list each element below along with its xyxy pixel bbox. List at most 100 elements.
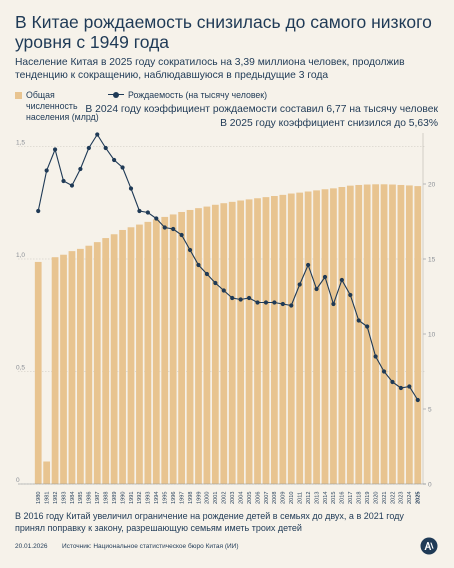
- x-tick-label: 2024: [407, 492, 413, 504]
- birthrate-point: [95, 132, 100, 137]
- x-tick-label: 2013: [314, 492, 320, 504]
- population-bar: [254, 198, 261, 484]
- population-bar: [203, 206, 211, 484]
- x-tick-label: 2000: [205, 492, 211, 504]
- population-bar: [119, 229, 126, 484]
- x-tick-label: 1994: [154, 492, 160, 504]
- annotation-2025: В 2025 году коэффициент снизился до 5,63…: [220, 118, 438, 129]
- x-tick-label: 2010: [289, 492, 295, 504]
- birthrate-point: [36, 208, 41, 214]
- x-tick-label: 2012: [306, 492, 312, 504]
- population-bar: [237, 200, 245, 484]
- population-bar: [405, 185, 413, 485]
- y-left-tick-label: 0: [16, 477, 20, 484]
- x-tick-label: 1990: [120, 492, 126, 504]
- population-bar: [380, 184, 388, 485]
- birthrate-point: [398, 385, 404, 391]
- legend-label-population: Общая численность населения (млрд): [26, 90, 99, 122]
- birthrate-point: [61, 178, 66, 184]
- y-right-tick-label: 20: [428, 181, 436, 188]
- birthrate-point: [78, 166, 83, 172]
- birthrate-point: [196, 262, 201, 268]
- birthrate-point: [415, 397, 420, 403]
- x-tick-label: 2022: [390, 492, 396, 504]
- birthrate-point: [103, 145, 108, 151]
- population-bar: [414, 186, 422, 484]
- birthrate-point: [272, 300, 277, 305]
- population-bar: [346, 185, 354, 484]
- birthrate-point: [246, 295, 252, 301]
- population-bar: [389, 184, 396, 484]
- x-tick-label: 2005: [247, 492, 253, 504]
- x-tick-label: 2023: [399, 492, 405, 504]
- x-tick-label: 2020: [373, 492, 379, 504]
- population-bar: [68, 251, 76, 484]
- source-credit: Источник: Национальное статистическое бю…: [62, 543, 239, 550]
- annotation-2024: В 2024 году коэффициент рождаемости сост…: [85, 104, 438, 115]
- birthrate-point: [204, 271, 210, 277]
- birthrate-point: [238, 297, 243, 302]
- x-tick-label: 2009: [281, 492, 287, 504]
- agency-logo-icon: [420, 537, 438, 555]
- birthrate-point: [137, 208, 142, 214]
- x-tick-label: 2011: [297, 492, 303, 504]
- birthrate-point: [331, 301, 336, 307]
- x-tick-label: 2008: [272, 492, 278, 504]
- birthrate-point: [213, 280, 218, 286]
- birthrate-point: [339, 277, 344, 283]
- population-bar: [169, 214, 177, 484]
- footer-note: В 2016 году Китай увеличил ограничение н…: [15, 511, 404, 533]
- x-tick-label: 1981: [44, 492, 50, 504]
- x-tick-label: 2003: [230, 492, 236, 504]
- birthrate-point: [187, 247, 193, 253]
- x-tick-label: 1998: [188, 492, 194, 504]
- birthrate-point: [162, 225, 167, 230]
- page-subtitle: Население Китая в 2025 году сократилось …: [15, 57, 405, 81]
- x-tick-label: 2019: [365, 492, 371, 504]
- legend-item-birthrate: Рождаемость (на тысячу человек): [108, 90, 267, 101]
- page-title: В Китае рождаемость снизилась до самого …: [15, 12, 432, 52]
- x-tick-label: 1986: [87, 492, 93, 504]
- legend-item-population: Общая численность населения (млрд): [15, 90, 105, 123]
- population-bar: [338, 187, 346, 484]
- population-bar: [321, 189, 329, 484]
- birthrate-point: [52, 147, 58, 152]
- population-bar: [127, 227, 135, 484]
- population-bar: [93, 242, 101, 484]
- birthrate-point: [221, 288, 226, 293]
- x-tick-label: 2016: [340, 492, 346, 504]
- birthrate-point: [407, 384, 412, 389]
- population-bar: [363, 184, 371, 484]
- x-tick-label: 1982: [53, 492, 59, 504]
- birthrate-point: [120, 165, 125, 170]
- x-tick-label: 1987: [95, 492, 101, 504]
- population-bar: [397, 184, 405, 484]
- x-tick-label: 1991: [129, 492, 135, 504]
- population-bar: [220, 203, 228, 484]
- y-left-tick-label: 1,0: [16, 252, 25, 259]
- birthrate-point: [69, 183, 75, 188]
- population-bar: [152, 219, 160, 484]
- birthrate-point: [145, 210, 150, 215]
- population-bar: [195, 208, 202, 484]
- population-bar: [34, 261, 42, 484]
- birthrate-point: [365, 324, 370, 329]
- legend-label-birthrate: Рождаемость (на тысячу человек): [128, 90, 268, 100]
- x-tick-label: 2018: [357, 492, 363, 504]
- population-bar: [271, 196, 278, 484]
- x-tick-label: 1984: [70, 492, 76, 504]
- birthrate-point: [390, 379, 395, 385]
- birthrate-point: [44, 168, 49, 173]
- population-bar: [330, 188, 337, 484]
- birthrate-point: [179, 232, 184, 238]
- birthrate-point: [297, 282, 302, 287]
- x-tick-label: 1992: [137, 492, 143, 504]
- birthrate-point: [322, 274, 328, 280]
- birthrate-point: [86, 145, 91, 151]
- population-bar: [178, 211, 185, 484]
- birthrate-point: [154, 216, 159, 221]
- birthrate-point: [255, 300, 260, 305]
- population-bar: [43, 461, 51, 484]
- birthrate-point: [128, 186, 134, 191]
